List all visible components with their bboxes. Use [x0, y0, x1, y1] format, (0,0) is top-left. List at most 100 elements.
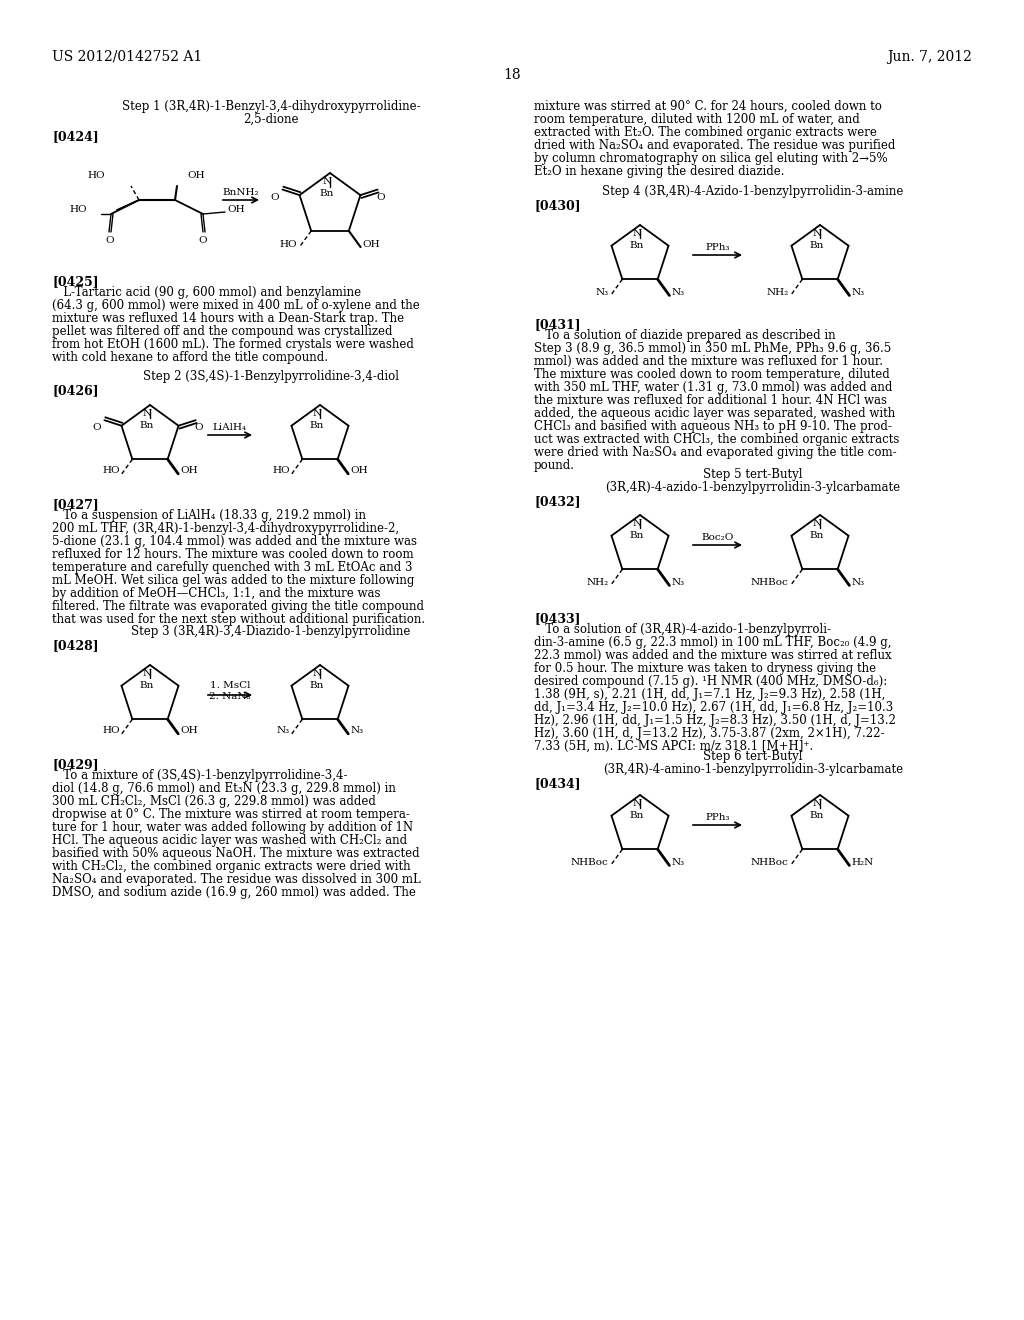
Text: DMSO, and sodium azide (16.9 g, 260 mmol) was added. The: DMSO, and sodium azide (16.9 g, 260 mmol… [52, 886, 416, 899]
Text: OH: OH [350, 466, 368, 475]
Text: dried with Na₂SO₄ and evaporated. The residue was purified: dried with Na₂SO₄ and evaporated. The re… [534, 139, 895, 152]
Text: Boc₂O: Boc₂O [701, 533, 734, 543]
Text: NHBoc: NHBoc [751, 858, 788, 867]
Text: OH: OH [227, 205, 245, 214]
Text: from hot EtOH (1600 mL). The formed crystals were washed: from hot EtOH (1600 mL). The formed crys… [52, 338, 414, 351]
Text: dropwise at 0° C. The mixture was stirred at room tempera-: dropwise at 0° C. The mixture was stirre… [52, 808, 410, 821]
Text: N: N [812, 799, 821, 808]
Text: To a solution of (3R,4R)-4-azido-1-benzylpyrroli-: To a solution of (3R,4R)-4-azido-1-benzy… [534, 623, 831, 636]
Text: diol (14.8 g, 76.6 mmol) and Et₃N (23.3 g, 229.8 mmol) in: diol (14.8 g, 76.6 mmol) and Et₃N (23.3 … [52, 781, 396, 795]
Text: 2,5-dione: 2,5-dione [244, 114, 299, 125]
Text: Step 1 (3R,4R)-1-Benzyl-3,4-dihydroxypyrrolidine-: Step 1 (3R,4R)-1-Benzyl-3,4-dihydroxypyr… [122, 100, 420, 114]
Text: ture for 1 hour, water was added following by addition of 1N: ture for 1 hour, water was added followi… [52, 821, 413, 834]
Text: Step 5 tert-Butyl: Step 5 tert-Butyl [703, 469, 803, 480]
Text: O: O [199, 236, 207, 246]
Text: Hz), 2.96 (1H, dd, J₁=1.5 Hz, J₂=8.3 Hz), 3.50 (1H, d, J=13.2: Hz), 2.96 (1H, dd, J₁=1.5 Hz, J₂=8.3 Hz)… [534, 714, 896, 727]
Text: room temperature, diluted with 1200 mL of water, and: room temperature, diluted with 1200 mL o… [534, 114, 860, 125]
Text: PPh₃: PPh₃ [706, 243, 730, 252]
Text: 1.38 (9H, s), 2.21 (1H, dd, J₁=7.1 Hz, J₂=9.3 Hz), 2.58 (1H,: 1.38 (9H, s), 2.21 (1H, dd, J₁=7.1 Hz, J… [534, 688, 886, 701]
Text: for 0.5 hour. The mixture was taken to dryness giving the: for 0.5 hour. The mixture was taken to d… [534, 663, 877, 675]
Text: Step 3 (3R,4R)-3,4-Diazido-1-benzylpyrrolidine: Step 3 (3R,4R)-3,4-Diazido-1-benzylpyrro… [131, 624, 411, 638]
Text: N: N [633, 519, 642, 528]
Text: The mixture was cooled down to room temperature, diluted: The mixture was cooled down to room temp… [534, 368, 890, 381]
Text: HO: HO [87, 170, 105, 180]
Text: Step 2 (3S,4S)-1-Benzylpyrrolidine-3,4-diol: Step 2 (3S,4S)-1-Benzylpyrrolidine-3,4-d… [143, 370, 399, 383]
Text: Bn: Bn [319, 189, 334, 198]
Text: dd, J₁=3.4 Hz, J₂=10.0 Hz), 2.67 (1H, dd, J₁=6.8 Hz, J₂=10.3: dd, J₁=3.4 Hz, J₂=10.0 Hz), 2.67 (1H, dd… [534, 701, 893, 714]
Text: Bn: Bn [310, 421, 325, 430]
Text: (3R,4R)-4-amino-1-benzylpyrrolidin-3-ylcarbamate: (3R,4R)-4-amino-1-benzylpyrrolidin-3-ylc… [603, 763, 903, 776]
Text: N: N [812, 519, 821, 528]
Text: NHBoc: NHBoc [751, 578, 788, 587]
Text: OH: OH [180, 726, 198, 735]
Text: 22.3 mmol) was added and the mixture was stirred at reflux: 22.3 mmol) was added and the mixture was… [534, 649, 892, 663]
Text: Et₂O in hexane giving the desired diazide.: Et₂O in hexane giving the desired diazid… [534, 165, 784, 178]
Text: N₃: N₃ [276, 726, 290, 735]
Text: 200 mL THF, (3R,4R)-1-benzyl-3,4-dihydroxypyrrolidine-2,: 200 mL THF, (3R,4R)-1-benzyl-3,4-dihydro… [52, 521, 399, 535]
Text: NH₂: NH₂ [587, 578, 608, 587]
Text: mixture was stirred at 90° C. for 24 hours, cooled down to: mixture was stirred at 90° C. for 24 hou… [534, 100, 882, 114]
Text: CHCl₃ and basified with aqueous NH₃ to pH 9-10. The prod-: CHCl₃ and basified with aqueous NH₃ to p… [534, 420, 892, 433]
Text: [0428]: [0428] [52, 639, 98, 652]
Text: [0432]: [0432] [534, 495, 581, 508]
Text: O: O [195, 424, 203, 432]
Text: Bn: Bn [140, 681, 155, 690]
Text: HO: HO [280, 239, 297, 248]
Text: N: N [323, 177, 332, 186]
Text: 1. MsCl: 1. MsCl [210, 681, 250, 690]
Text: N: N [633, 799, 642, 808]
Text: N₃: N₃ [672, 288, 684, 297]
Text: desired compound (7.15 g). ¹H NMR (400 MHz, DMSO-d₆):: desired compound (7.15 g). ¹H NMR (400 M… [534, 675, 887, 688]
Text: LiAlH₄: LiAlH₄ [213, 422, 247, 432]
Text: To a mixture of (3S,4S)-1-benzylpyrrolidine-3,4-: To a mixture of (3S,4S)-1-benzylpyrrolid… [52, 770, 347, 781]
Text: O: O [376, 193, 385, 202]
Text: OH: OH [362, 239, 380, 248]
Text: N₃: N₃ [672, 578, 684, 587]
Text: N₃: N₃ [851, 578, 864, 587]
Text: refluxed for 12 hours. The mixture was cooled down to room: refluxed for 12 hours. The mixture was c… [52, 548, 414, 561]
Text: Bn: Bn [810, 810, 824, 820]
Text: N: N [142, 409, 152, 418]
Text: with cold hexane to afford the title compound.: with cold hexane to afford the title com… [52, 351, 328, 364]
Text: 300 mL CH₂Cl₂, MsCl (26.3 g, 229.8 mmol) was added: 300 mL CH₂Cl₂, MsCl (26.3 g, 229.8 mmol)… [52, 795, 376, 808]
Text: N₃: N₃ [596, 288, 608, 297]
Text: (3R,4R)-4-azido-1-benzylpyrrolidin-3-ylcarbamate: (3R,4R)-4-azido-1-benzylpyrrolidin-3-ylc… [605, 480, 900, 494]
Text: [0425]: [0425] [52, 275, 98, 288]
Text: Bn: Bn [630, 810, 644, 820]
Text: Step 6 tert-Butyl: Step 6 tert-Butyl [703, 750, 803, 763]
Text: din-3-amine (6.5 g, 22.3 mmol) in 100 mL THF, Boc₂₀ (4.9 g,: din-3-amine (6.5 g, 22.3 mmol) in 100 mL… [534, 636, 892, 649]
Text: H₂N: H₂N [851, 858, 873, 867]
Text: [0433]: [0433] [534, 612, 581, 624]
Text: HO: HO [102, 726, 120, 735]
Text: with 350 mL THF, water (1.31 g, 73.0 mmol) was added and: with 350 mL THF, water (1.31 g, 73.0 mmo… [534, 381, 892, 393]
Text: [0431]: [0431] [534, 318, 581, 331]
Text: Bn: Bn [630, 531, 644, 540]
Text: filtered. The filtrate was evaporated giving the title compound: filtered. The filtrate was evaporated gi… [52, 601, 424, 612]
Text: basified with 50% aqueous NaOH. The mixture was extracted: basified with 50% aqueous NaOH. The mixt… [52, 847, 420, 861]
Text: were dried with Na₂SO₄ and evaporated giving the title com-: were dried with Na₂SO₄ and evaporated gi… [534, 446, 897, 459]
Text: HO: HO [272, 466, 290, 475]
Text: (64.3 g, 600 mmol) were mixed in 400 mL of o-xylene and the: (64.3 g, 600 mmol) were mixed in 400 mL … [52, 300, 420, 312]
Text: temperature and carefully quenched with 3 mL EtOAc and 3: temperature and carefully quenched with … [52, 561, 413, 574]
Text: [0434]: [0434] [534, 777, 581, 789]
Text: To a suspension of LiAlH₄ (18.33 g, 219.2 mmol) in: To a suspension of LiAlH₄ (18.33 g, 219.… [52, 510, 366, 521]
Text: [0424]: [0424] [52, 129, 98, 143]
Text: Hz), 3.60 (1H, d, J=13.2 Hz), 3.75-3.87 (2xm, 2×1H), 7.22-: Hz), 3.60 (1H, d, J=13.2 Hz), 3.75-3.87 … [534, 727, 885, 741]
Text: Bn: Bn [140, 421, 155, 430]
Text: Step 3 (8.9 g, 36.5 mmol) in 350 mL PhMe, PPh₃ 9.6 g, 36.5: Step 3 (8.9 g, 36.5 mmol) in 350 mL PhMe… [534, 342, 891, 355]
Text: 18: 18 [503, 69, 521, 82]
Text: HO: HO [70, 205, 87, 214]
Text: uct was extracted with CHCl₃, the combined organic extracts: uct was extracted with CHCl₃, the combin… [534, 433, 899, 446]
Text: with CH₂Cl₂, the combined organic extracts were dried with: with CH₂Cl₂, the combined organic extrac… [52, 861, 411, 873]
Text: pellet was filtered off and the compound was crystallized: pellet was filtered off and the compound… [52, 325, 392, 338]
Text: HCl. The aqueous acidic layer was washed with CH₂Cl₂ and: HCl. The aqueous acidic layer was washed… [52, 834, 408, 847]
Text: BnNH₂: BnNH₂ [222, 187, 259, 197]
Text: pound.: pound. [534, 459, 575, 473]
Text: added, the aqueous acidic layer was separated, washed with: added, the aqueous acidic layer was sepa… [534, 407, 895, 420]
Text: PPh₃: PPh₃ [706, 813, 730, 822]
Text: N₃: N₃ [350, 726, 364, 735]
Text: N: N [142, 669, 152, 678]
Text: Bn: Bn [810, 531, 824, 540]
Text: 5-dione (23.1 g, 104.4 mmol) was added and the mixture was: 5-dione (23.1 g, 104.4 mmol) was added a… [52, 535, 417, 548]
Text: To a solution of diazide prepared as described in: To a solution of diazide prepared as des… [534, 329, 836, 342]
